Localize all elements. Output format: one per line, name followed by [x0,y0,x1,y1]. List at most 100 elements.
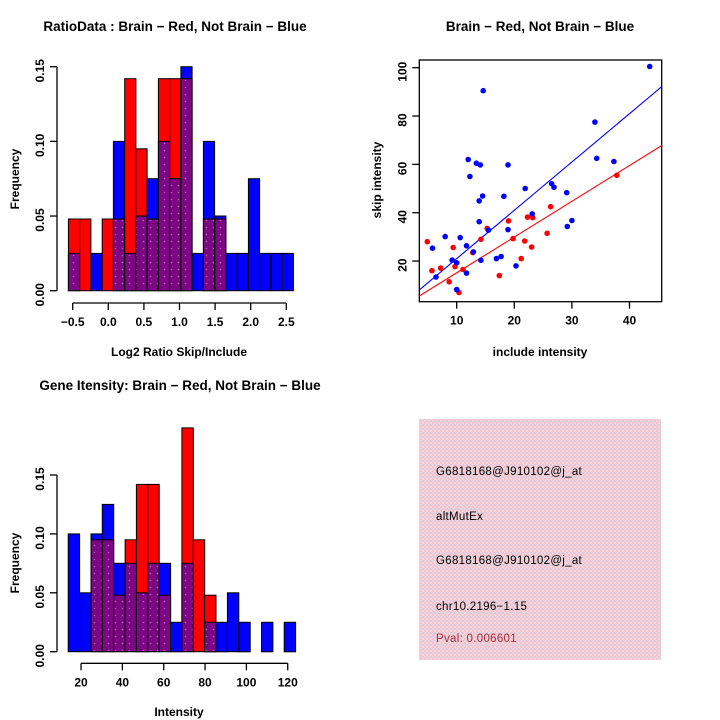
hist-bar-overlap [112,218,126,292]
hist-bar-overlap [146,218,159,292]
hist-bar-overlap [135,215,148,292]
chart-text: 40 [623,314,637,328]
locus-line: chr10.2196−1.15 [436,601,528,613]
scatter-point [564,223,571,230]
chart-text: 2.0 [242,315,259,329]
hist-bar-overlap [181,562,194,653]
scatter-point [457,234,463,241]
chart-text: 0.00 [33,283,47,307]
scatter-point [479,193,486,199]
chart-text: Intensity [154,705,204,719]
scatter-point [529,211,535,217]
fit-line [419,145,663,297]
chart-text: RatioData : Brain − Red, Not Brain − Blu… [43,19,307,34]
hist-bar [191,252,204,292]
hist-bar-overlap [214,218,227,292]
scatter-point [463,243,470,249]
hist-bar [281,252,294,292]
scatter-point [611,158,617,165]
chart-text: 60 [157,675,171,689]
scatter-point [493,255,500,262]
scatter-point [521,238,528,244]
gene-id-line: G6818168@J910102@j_at [436,466,583,478]
intensity-scatter-chart: 10 20 30 40 20 40 60 80 100 Brain − Red, Not Brai… [370,19,663,359]
chart-text: 100 [395,61,409,81]
chart-text: 40 [395,210,409,224]
chart-text: 20 [395,258,409,272]
scatter-point [614,172,620,179]
info-panel: G6818168@J910102@j_at altMutEx G6818168@… [419,419,661,660]
hist-bar-overlap [124,252,137,292]
scatter-panel: 10 20 30 40 20 40 60 80 100 Brain − Red, Not Brai… [360,0,720,360]
scatter-point [429,245,436,251]
hist-bar [270,252,283,292]
chart-text: 60 [395,161,409,175]
scatter-point [463,270,470,276]
scatter-point [429,267,435,274]
scatter-point [478,257,484,264]
chart-text: −0.5 [61,315,85,329]
hist-bar [79,218,92,292]
scatter-point [460,266,466,273]
hist-bar-overlap [124,562,137,653]
scatter-point [424,238,431,245]
scatter-point [544,230,550,237]
chart-text: 20 [508,314,522,328]
scatter-point [450,244,456,251]
scatter-point [551,184,557,191]
scatter-point [442,233,448,240]
chart-text: 10 [450,314,464,328]
scatter-point [547,203,554,210]
hist-bar [259,252,272,292]
chart-text: 0.05 [33,585,47,609]
scatter-point [522,185,528,192]
chart-text: 100 [236,675,256,689]
scatter-point [501,193,507,200]
scatter-point [437,265,444,271]
scatter-point [485,227,492,233]
scatter-point [449,257,455,263]
scatter-point [470,249,477,255]
scatter-point [646,63,653,70]
scatter-point [477,162,484,168]
scatter-point [563,189,570,196]
scatter-point [453,260,460,266]
hist-bar-overlap [158,594,172,653]
chart-text: 120 [278,675,298,689]
hist-bar-overlap [135,592,149,653]
scatter-point [467,173,473,180]
hist-bar [225,252,238,292]
hist-bar-overlap [67,252,81,292]
scatter-point [496,272,503,279]
hist-bar [90,252,103,292]
chart-text: 0.5 [136,315,153,329]
fit-line [419,86,663,291]
hist-bar [101,218,114,292]
chart-text: 0.10 [33,526,47,550]
hist-bar [215,621,228,653]
hist-bar [247,178,261,292]
event-type-line: altMutEx [436,511,484,523]
hist-bar-overlap [90,539,103,653]
scatter-point [569,217,575,224]
scatter-point [505,162,511,168]
hist-bar [67,533,81,653]
chart-text: 0.15 [33,467,47,491]
gene-histogram-chart: 0.00 0.05 0.10 0.15 20 40 60 80 100 120 Gene Itens… [8,378,321,719]
scatter-point [524,214,531,220]
chart-text: Brain − Red, Not Brain − Blue [446,19,635,34]
hist-bar [261,621,274,653]
scatter-point [518,255,524,262]
hist-bar-overlap [180,78,193,292]
chart-text: 2.5 [278,315,295,329]
scatter-point [433,274,439,280]
chart-text: 0.15 [33,59,47,83]
chart-text: 0.05 [33,208,47,232]
chart-text: 1.5 [207,315,224,329]
hist-bar-overlap [202,218,216,292]
hist-bar [170,621,183,653]
scatter-point [592,119,598,125]
scatter-point [453,286,460,293]
hist-bar-overlap [204,621,217,653]
chart-text: Frequency [8,148,22,209]
